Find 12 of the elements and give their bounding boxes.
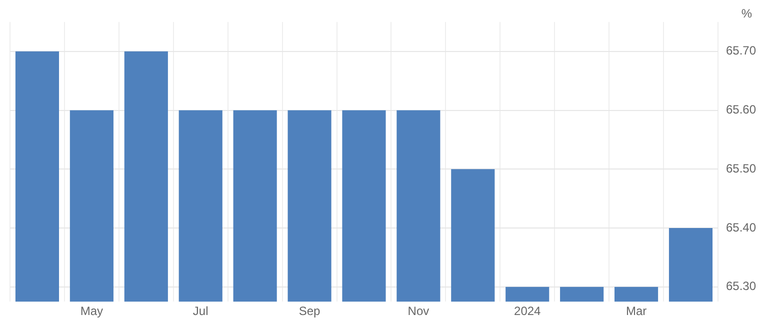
y-axis-title: % (741, 6, 752, 20)
x-tick-label: Mar (626, 304, 647, 318)
x-tick-label: May (80, 304, 104, 318)
x-tick-label: Jul (192, 304, 208, 318)
y-tick-label: 65.40 (726, 220, 756, 234)
y-tick-label: 65.30 (726, 279, 756, 294)
x-tick-label: Sep (298, 304, 321, 318)
y-tick-label: 65.50 (726, 161, 756, 176)
y-tick-label: 65.60 (726, 102, 756, 117)
x-tick-label: 2024 (514, 304, 542, 318)
x-tick-label: Nov (408, 304, 430, 318)
y-tick-label: 65.70 (726, 44, 756, 58)
